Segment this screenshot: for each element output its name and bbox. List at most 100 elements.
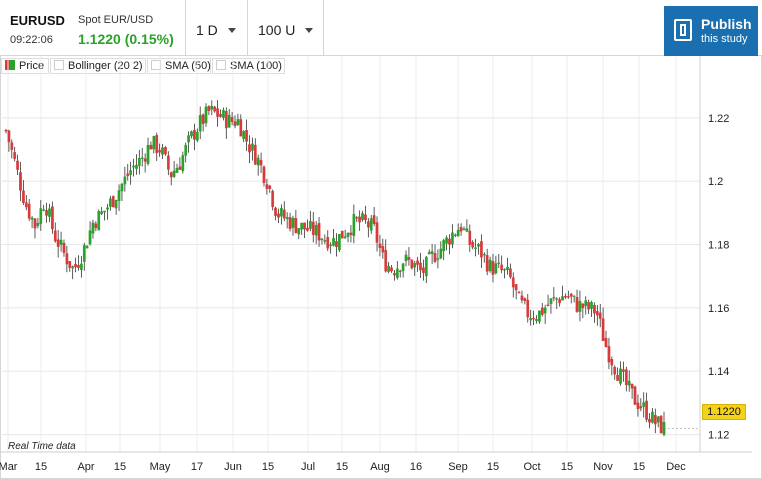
legend-sma50[interactable]: SMA (50) — [147, 58, 211, 74]
candle-up — [561, 296, 564, 301]
legend-sma100[interactable]: SMA (100) — [212, 58, 285, 74]
last-price-change: 1.1220 (0.15%) — [78, 31, 174, 47]
candle-down — [416, 260, 419, 265]
candle-down — [77, 265, 80, 268]
candle-up — [482, 254, 486, 256]
candle-down — [306, 227, 309, 231]
candle-up — [210, 105, 214, 110]
legend-bollinger[interactable]: Bollinger (20 2) — [50, 58, 146, 74]
period-value: 1 D — [196, 22, 218, 38]
candle-down — [335, 241, 338, 248]
candle-down — [601, 318, 605, 342]
candle-up — [451, 232, 454, 245]
candle-down — [364, 214, 367, 221]
candle-up — [103, 210, 106, 213]
candle-down — [398, 270, 402, 273]
candle-up — [190, 131, 193, 137]
candle-up — [346, 233, 350, 237]
candle-down — [149, 144, 153, 150]
x-tick-label: 15 — [336, 461, 348, 473]
candle-down — [22, 190, 25, 203]
instrument-description: Spot EUR/USD — [78, 14, 154, 26]
units-dropdown[interactable]: 100 U — [248, 0, 324, 56]
y-tick-label: 1.22 — [708, 113, 729, 125]
legend-bollinger-label: Bollinger (20 2) — [68, 60, 143, 72]
candle-up — [401, 263, 405, 272]
candle-up — [578, 301, 582, 312]
candle-down — [433, 253, 437, 262]
candle-down — [607, 346, 611, 363]
checkbox-icon — [54, 60, 64, 70]
candle-down — [422, 267, 425, 273]
candle-down — [288, 217, 292, 230]
header-bar: EURUSD Spot EUR/USD 09:22:06 1.1220 (0.1… — [0, 0, 762, 56]
candle-down — [569, 293, 573, 297]
candle-down — [178, 166, 182, 170]
candle-down — [598, 312, 602, 319]
candle-up — [543, 307, 547, 314]
candle-down — [566, 296, 570, 298]
candle-down — [340, 230, 344, 239]
symbol-block[interactable]: EURUSD Spot EUR/USD 09:22:06 1.1220 (0.1… — [0, 0, 186, 56]
candle-down — [143, 158, 147, 162]
candle-up — [352, 214, 356, 237]
candle-down — [509, 268, 512, 278]
candle-down — [265, 184, 269, 189]
candle-down — [375, 222, 379, 243]
candle-down — [372, 215, 376, 224]
candle-down — [259, 159, 263, 166]
candle-up — [30, 217, 34, 220]
candle-down — [27, 203, 31, 219]
publish-icon — [674, 19, 692, 41]
candle-down — [552, 297, 556, 299]
publish-title: Publish — [701, 16, 752, 32]
candle-up — [320, 238, 324, 241]
chevron-down-icon — [228, 28, 236, 33]
candle-down — [604, 337, 608, 347]
x-tick-label: 15 — [35, 461, 47, 473]
candle-up — [291, 217, 295, 228]
candle-up — [395, 268, 399, 278]
period-dropdown[interactable]: 1 D — [186, 0, 248, 56]
candle-up — [642, 402, 646, 407]
candle-up — [91, 222, 95, 234]
candle-up — [198, 115, 202, 132]
candle-down — [94, 223, 98, 229]
candle-up — [430, 251, 434, 254]
candle-up — [535, 319, 538, 321]
legend-price[interactable]: Price — [1, 58, 49, 74]
candle-down — [207, 106, 211, 111]
x-tick-label: 16 — [410, 461, 422, 473]
candle-down — [45, 210, 48, 216]
candle-up — [465, 228, 469, 232]
candle-down — [587, 302, 590, 310]
candle-up — [442, 240, 446, 252]
candle-down — [378, 243, 382, 249]
candle-down — [224, 111, 228, 129]
candle-down — [24, 202, 28, 208]
candle-down — [248, 144, 251, 153]
candle-down — [282, 209, 286, 219]
candle-down — [16, 160, 19, 170]
candle-up — [123, 176, 127, 185]
candle-up — [129, 170, 132, 175]
candle-down — [633, 386, 637, 405]
candle-up — [80, 263, 83, 271]
candle-up — [175, 167, 179, 173]
candle-up — [427, 252, 431, 255]
x-tick-label: Oct — [523, 461, 540, 473]
candle-up — [651, 411, 654, 423]
publish-button[interactable]: Publish this study — [664, 6, 758, 56]
candle-up — [462, 228, 466, 230]
candle-up — [42, 209, 46, 211]
candle-down — [630, 383, 634, 389]
candle-up — [300, 222, 304, 230]
candle-up — [106, 207, 109, 210]
candle-up — [242, 131, 246, 140]
candle-down — [526, 299, 530, 318]
candle-down — [653, 414, 657, 425]
price-chart[interactable]: 1.22 1.2 1.18 1.16 1.14 1.12 Mar 15 Apr 15 May 17 Ju… — [0, 56, 762, 479]
candle-down — [56, 239, 60, 247]
last-price-tag: 1.1220 — [702, 404, 746, 420]
candle-down — [193, 129, 196, 140]
